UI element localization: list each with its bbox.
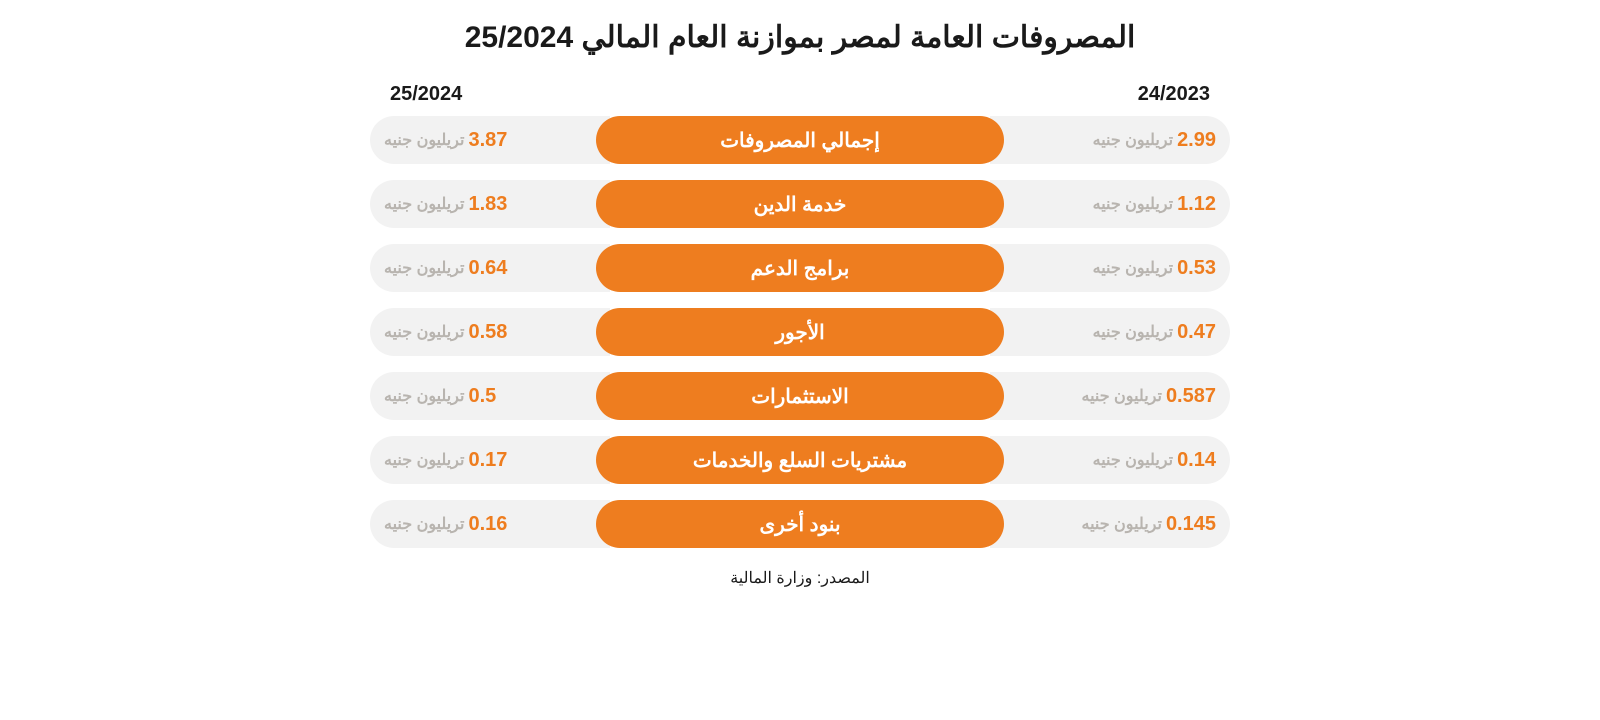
- data-row: 0.145تريليون جنيهبنود أخرى0.16تريليون جن…: [370, 500, 1230, 548]
- value-unit: تريليون جنيه: [384, 258, 464, 278]
- category-pill: الاستثمارات: [596, 372, 1004, 420]
- value-unit: تريليون جنيه: [1081, 514, 1161, 534]
- value-unit: تريليون جنيه: [384, 386, 464, 406]
- value-number: 0.16: [468, 513, 507, 536]
- value-number: 1.83: [468, 193, 507, 216]
- value-unit: تريليون جنيه: [384, 130, 464, 150]
- value-number: 2.99: [1177, 129, 1216, 152]
- value-unit: تريليون جنيه: [1093, 258, 1173, 278]
- data-row: 0.14تريليون جنيهمشتريات السلع والخدمات0.…: [370, 436, 1230, 484]
- value-number: 0.58: [468, 321, 507, 344]
- value-left: 0.58تريليون جنيه: [370, 308, 610, 356]
- value-unit: تريليون جنيه: [384, 194, 464, 214]
- value-number: 0.64: [468, 257, 507, 280]
- header-right-year: 24/2023: [990, 83, 1230, 106]
- value-left: 0.17تريليون جنيه: [370, 436, 610, 484]
- data-row: 0.587تريليون جنيهالاستثمارات0.5تريليون ج…: [370, 372, 1230, 420]
- value-unit: تريليون جنيه: [384, 322, 464, 342]
- value-left: 3.87تريليون جنيه: [370, 116, 610, 164]
- value-right: 0.145تريليون جنيه: [990, 500, 1230, 548]
- value-right: 2.99تريليون جنيه: [990, 116, 1230, 164]
- value-number: 0.14: [1177, 449, 1216, 472]
- value-unit: تريليون جنيه: [1093, 450, 1173, 470]
- category-pill: بنود أخرى: [596, 500, 1004, 548]
- source-text: المصدر: وزارة المالية: [730, 568, 870, 588]
- value-unit: تريليون جنيه: [1093, 322, 1173, 342]
- value-right: 0.47تريليون جنيه: [990, 308, 1230, 356]
- value-left: 0.64تريليون جنيه: [370, 244, 610, 292]
- value-number: 1.12: [1177, 193, 1216, 216]
- category-pill: برامج الدعم: [596, 244, 1004, 292]
- value-unit: تريليون جنيه: [384, 514, 464, 534]
- category-pill: إجمالي المصروفات: [596, 116, 1004, 164]
- value-right: 1.12تريليون جنيه: [990, 180, 1230, 228]
- value-number: 0.587: [1166, 385, 1216, 408]
- data-row: 2.99تريليون جنيهإجمالي المصروفات3.87تريل…: [370, 116, 1230, 164]
- value-number: 0.53: [1177, 257, 1216, 280]
- category-pill: الأجور: [596, 308, 1004, 356]
- value-unit: تريليون جنيه: [1093, 194, 1173, 214]
- value-left: 1.83تريليون جنيه: [370, 180, 610, 228]
- value-number: 0.145: [1166, 513, 1216, 536]
- chart-title: المصروفات العامة لمصر بموازنة العام الما…: [465, 20, 1136, 55]
- category-pill: مشتريات السلع والخدمات: [596, 436, 1004, 484]
- value-right: 0.14تريليون جنيه: [990, 436, 1230, 484]
- value-number: 3.87: [468, 129, 507, 152]
- value-right: 0.53تريليون جنيه: [990, 244, 1230, 292]
- value-unit: تريليون جنيه: [1081, 386, 1161, 406]
- value-number: 0.5: [468, 385, 496, 408]
- value-number: 0.47: [1177, 321, 1216, 344]
- value-left: 0.5تريليون جنيه: [370, 372, 610, 420]
- value-left: 0.16تريليون جنيه: [370, 500, 610, 548]
- header-left-year: 25/2024: [370, 83, 610, 106]
- value-number: 0.17: [468, 449, 507, 472]
- category-pill: خدمة الدين: [596, 180, 1004, 228]
- year-headers: 24/2023 25/2024: [370, 83, 1230, 106]
- data-row: 1.12تريليون جنيهخدمة الدين1.83تريليون جن…: [370, 180, 1230, 228]
- data-row: 0.53تريليون جنيهبرامج الدعم0.64تريليون ج…: [370, 244, 1230, 292]
- value-unit: تريليون جنيه: [1093, 130, 1173, 150]
- data-rows: 2.99تريليون جنيهإجمالي المصروفات3.87تريل…: [370, 116, 1230, 548]
- value-unit: تريليون جنيه: [384, 450, 464, 470]
- value-right: 0.587تريليون جنيه: [990, 372, 1230, 420]
- data-row: 0.47تريليون جنيهالأجور0.58تريليون جنيه: [370, 308, 1230, 356]
